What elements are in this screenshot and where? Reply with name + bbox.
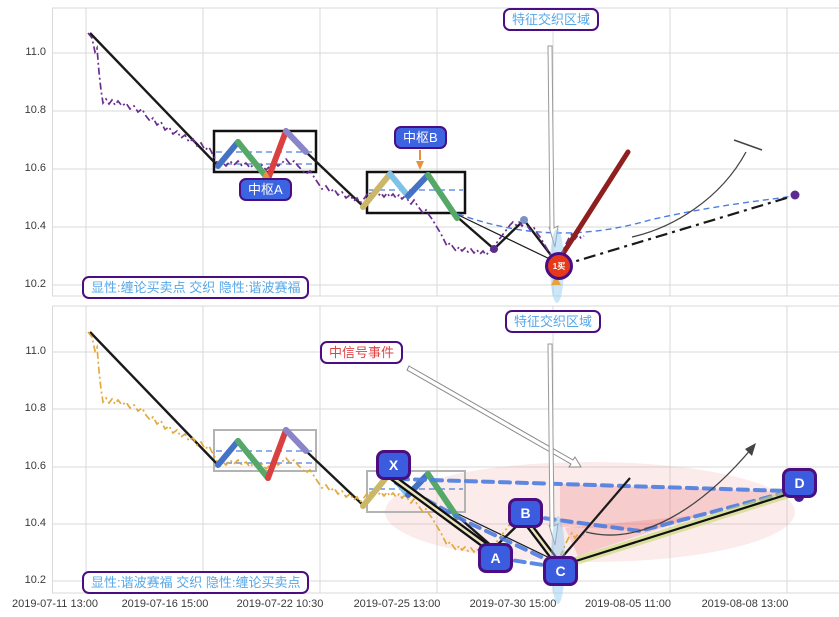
c-up-stroke xyxy=(557,477,631,563)
chan-strokes-top xyxy=(88,31,559,265)
feature-region-label-top: 特征交织区域 xyxy=(503,8,600,31)
zhongshu-a-label: 中枢A xyxy=(239,178,292,201)
x-axis-tick: 2019-08-08 13:00 xyxy=(701,598,789,610)
feature-region-label-bottom: 特征交织区域 xyxy=(505,310,602,333)
projection-end-dot xyxy=(790,190,800,200)
target-curve-tbar xyxy=(733,139,763,151)
harmonic-point-b: B xyxy=(508,498,543,528)
x-axis-tick: 2019-08-05 11:00 xyxy=(584,598,672,610)
y-axis-tick: 10.2 xyxy=(24,574,46,586)
pivot-dot-low xyxy=(490,245,498,253)
x-axis-tick: 2019-07-11 13:00 xyxy=(11,598,99,610)
x-axis-tick: 2019-07-22 10:30 xyxy=(236,598,324,610)
harmonic-point-d: D xyxy=(782,468,817,498)
bottom-target-arrowhead xyxy=(745,443,756,456)
bottom-panel-graphics xyxy=(87,330,804,604)
grid-lines xyxy=(52,7,839,594)
zhongshu-b-label: 中枢B xyxy=(394,126,447,149)
bottom-target-curve xyxy=(585,447,753,536)
projection-dashdot-black xyxy=(559,194,794,268)
y-axis-tick: 10.8 xyxy=(24,402,46,414)
y-axis-tick: 10.4 xyxy=(24,220,46,232)
zhongshu-a-arrowhead xyxy=(262,170,270,178)
harmonic-point-a: A xyxy=(478,543,513,573)
signal-event-label: 中信号事件 xyxy=(320,341,404,364)
mode-label-bottom: 显性:谐波赛福 交织 隐性:缠论买卖点 xyxy=(82,571,310,594)
y-axis-tick: 10.6 xyxy=(24,162,46,174)
x-axis-tick: 2019-07-30 15:00 xyxy=(469,598,557,610)
harmonic-fill-upper xyxy=(560,484,786,530)
harmonic-point-c: C xyxy=(543,556,578,586)
signal-event-arrow xyxy=(406,365,582,468)
mode-label-top: 显性:缠论买卖点 交织 隐性:谐波赛福 xyxy=(82,276,310,299)
y-axis-tick: 11.0 xyxy=(25,46,46,58)
harmonic-point-x: X xyxy=(376,450,411,480)
y-axis-tick: 10.6 xyxy=(24,460,46,472)
y-axis-tick: 11.0 xyxy=(25,345,46,357)
zhongshu-b-arrowhead xyxy=(416,161,424,170)
bull-rebound-line xyxy=(554,149,631,266)
y-axis-tick: 10.4 xyxy=(24,517,46,529)
chan-strokes-bottom xyxy=(88,330,559,564)
y-axis-tick: 10.8 xyxy=(24,104,46,116)
x-axis-tick: 2019-07-16 15:00 xyxy=(121,598,209,610)
target-curve xyxy=(631,151,747,238)
pivot-dot-bounce xyxy=(520,216,528,224)
projection-dashed-blue xyxy=(457,195,794,234)
cd-line xyxy=(559,490,796,568)
thick-double-strokes xyxy=(389,474,559,564)
y-axis-tick: 10.2 xyxy=(24,278,46,290)
top-panel-graphics xyxy=(87,31,800,303)
small-orange-arrow xyxy=(551,276,561,285)
x-axis-tick: 2019-07-25 13:00 xyxy=(353,598,441,610)
buy-point-marker: 1买 xyxy=(545,252,573,280)
price-line-top xyxy=(87,32,585,265)
